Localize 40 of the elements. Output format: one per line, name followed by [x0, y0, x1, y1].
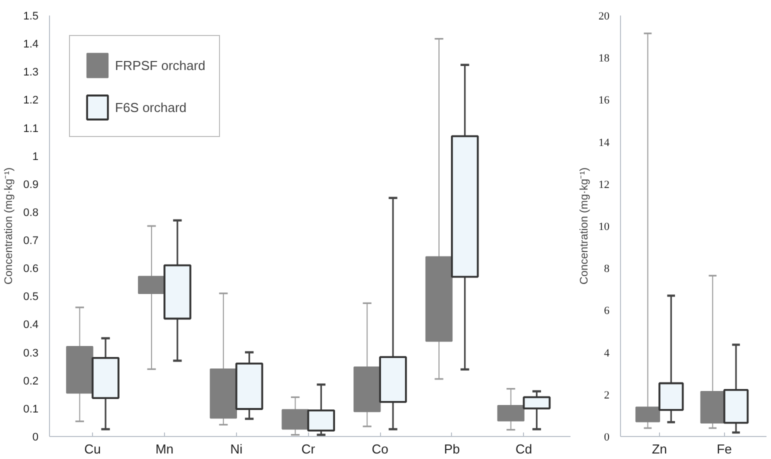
- y-tick-label: 0.7: [23, 235, 39, 248]
- y-tick-label: 1.4: [23, 38, 39, 51]
- y-tick-label: 1.5: [23, 10, 39, 22]
- y-tick-label: 18: [598, 52, 610, 65]
- x-tick-label: Zn: [652, 442, 668, 456]
- y-tick-label: 10: [598, 221, 610, 233]
- x-tick-label: Pb: [444, 442, 460, 456]
- x-tick-label: Fe: [716, 442, 732, 456]
- y-axis-title: Concentration (mg·kg⁻¹): [3, 167, 16, 285]
- y-tick-label: 14: [598, 136, 610, 149]
- y-tick-label: 2: [604, 389, 610, 402]
- y-tick-label: 0.6: [23, 263, 39, 276]
- y-axis-title: Concentration (mg·kg⁻¹): [578, 167, 590, 285]
- y-tick-label: 0: [32, 432, 39, 444]
- legend-label: FRPSF orchard: [115, 58, 206, 72]
- y-tick-label: 0.3: [23, 347, 39, 360]
- x-tick-label: Cu: [84, 442, 101, 456]
- x-tick-label: Mn: [155, 442, 174, 456]
- y-tick-label: 0.8: [23, 206, 39, 219]
- y-tick-label: 16: [598, 94, 610, 107]
- y-tick-label: 12: [598, 178, 610, 191]
- y-tick-label: 1.2: [23, 94, 39, 107]
- y-tick-label: 0.9: [23, 178, 39, 191]
- x-tick-label: Co: [372, 442, 388, 456]
- y-tick-label: 0.4: [23, 319, 39, 332]
- y-tick-label: 4: [604, 347, 610, 360]
- y-tick-label: 0: [604, 432, 610, 444]
- x-tick-label: Ni: [230, 442, 243, 456]
- y-tick-label: 20: [598, 10, 610, 22]
- x-tick-label: Cr: [301, 442, 316, 456]
- legend-label: F6S orchard: [115, 100, 187, 114]
- y-tick-label: 1: [32, 150, 39, 163]
- y-tick-label: 0.1: [23, 403, 39, 416]
- y-tick-label: 0.5: [23, 291, 39, 304]
- y-tick-label: 6: [604, 305, 610, 318]
- y-tick-label: 0.2: [23, 375, 39, 388]
- x-tick-label: Cd: [515, 442, 532, 456]
- y-tick-label: 1.3: [23, 66, 39, 79]
- y-tick-label: 1.1: [23, 122, 39, 135]
- y-tick-label: 8: [604, 263, 610, 276]
